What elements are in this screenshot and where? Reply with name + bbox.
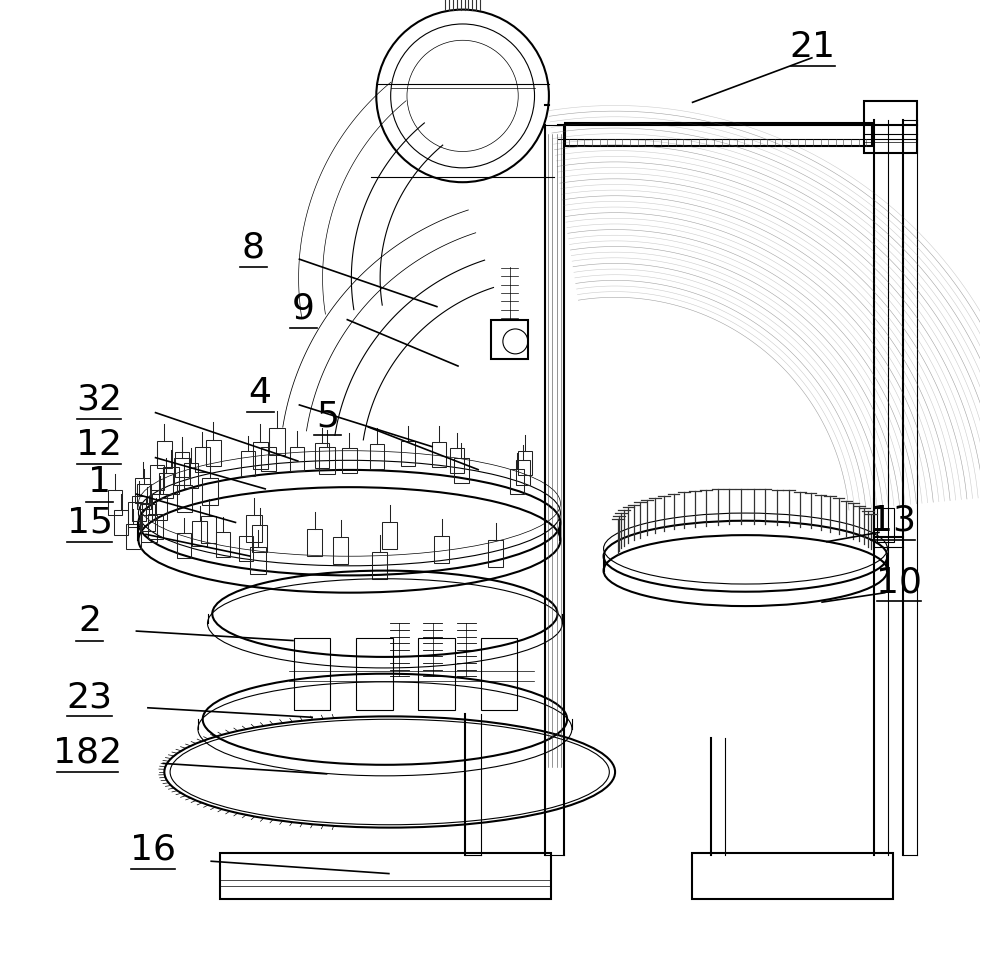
Bar <box>518 451 532 476</box>
Bar <box>177 533 191 558</box>
Bar <box>488 540 503 567</box>
Bar <box>370 444 384 469</box>
Bar <box>454 457 469 482</box>
Bar <box>491 320 528 359</box>
Bar <box>864 101 917 153</box>
Bar <box>184 463 198 488</box>
Bar <box>206 439 221 466</box>
Bar <box>141 515 157 542</box>
Bar <box>126 524 141 549</box>
Bar <box>269 428 285 455</box>
Text: 2: 2 <box>78 604 101 639</box>
Bar <box>342 448 357 473</box>
Bar <box>418 638 455 710</box>
Bar <box>877 508 894 542</box>
Bar <box>319 447 335 474</box>
Bar <box>174 458 190 485</box>
Bar <box>294 638 330 710</box>
Text: 16: 16 <box>130 832 176 867</box>
Bar <box>246 515 262 542</box>
Bar <box>382 523 397 550</box>
Bar <box>114 510 128 535</box>
Text: 13: 13 <box>870 503 916 538</box>
Text: 182: 182 <box>53 736 122 770</box>
Text: 9: 9 <box>292 292 315 326</box>
Text: 32: 32 <box>76 383 122 417</box>
Text: 15: 15 <box>67 505 113 540</box>
Bar <box>434 536 449 563</box>
Bar <box>150 465 164 490</box>
Text: 21: 21 <box>790 30 836 64</box>
Bar <box>216 532 230 557</box>
Bar <box>159 474 173 499</box>
Bar <box>137 484 151 509</box>
Bar <box>250 547 266 573</box>
Bar <box>481 638 517 710</box>
Bar <box>516 460 530 485</box>
Bar <box>201 516 216 543</box>
Bar <box>290 447 304 472</box>
Bar <box>261 447 276 472</box>
Bar <box>401 441 415 466</box>
Bar <box>253 442 268 469</box>
Bar <box>192 521 207 546</box>
Bar <box>315 443 329 468</box>
Bar <box>241 451 255 476</box>
Bar <box>692 853 893 899</box>
Bar <box>202 479 218 505</box>
Bar <box>307 528 322 555</box>
Bar <box>356 638 393 710</box>
Text: 4: 4 <box>249 376 272 410</box>
Bar <box>333 537 348 564</box>
Bar <box>135 478 150 503</box>
Bar <box>432 442 446 467</box>
Text: 23: 23 <box>67 680 113 714</box>
Bar <box>220 853 551 899</box>
Bar <box>175 453 189 478</box>
Bar <box>239 536 253 561</box>
Text: 5: 5 <box>316 399 339 433</box>
Text: 10: 10 <box>876 565 922 599</box>
Text: 1: 1 <box>88 465 111 500</box>
Bar <box>157 441 172 468</box>
Bar <box>510 469 524 494</box>
Bar <box>108 490 122 515</box>
Bar <box>140 504 155 531</box>
Bar <box>565 123 872 146</box>
Bar <box>372 552 387 579</box>
Bar <box>195 447 210 472</box>
Bar <box>450 449 464 474</box>
Bar <box>252 526 267 552</box>
Bar <box>152 494 167 521</box>
Bar <box>148 514 163 539</box>
Bar <box>128 503 142 527</box>
Bar <box>132 496 146 521</box>
Text: 12: 12 <box>76 428 122 462</box>
Bar <box>177 485 192 512</box>
Text: 8: 8 <box>242 230 265 265</box>
Bar <box>163 467 179 494</box>
